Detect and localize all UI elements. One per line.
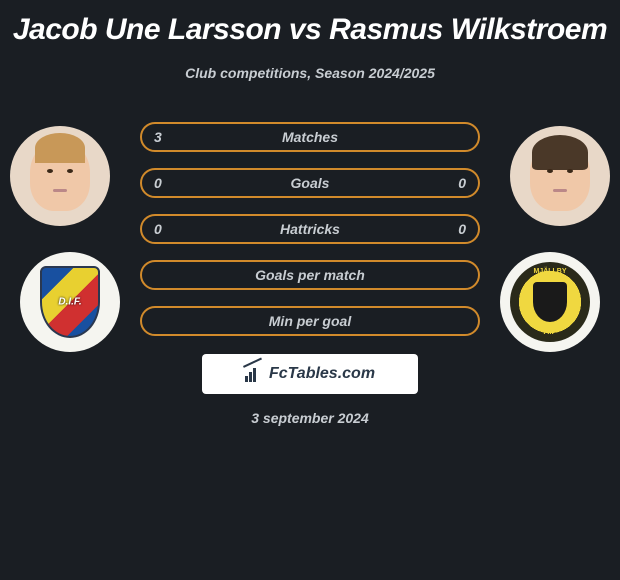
site-name: FcTables.com <box>269 365 375 383</box>
page-title: Jacob Une Larsson vs Rasmus Wilkstroem <box>0 13 620 47</box>
dif-shield-icon <box>40 266 100 338</box>
avatar-head <box>30 141 90 211</box>
stat-label: Goals <box>291 175 330 191</box>
infographic: Jacob Une Larsson vs Rasmus Wilkstroem C… <box>0 0 620 450</box>
avatar-head <box>530 141 590 211</box>
stat-row-goals-per-match: Goals per match <box>140 260 480 290</box>
stat-row-goals: 0 Goals 0 <box>140 168 480 198</box>
site-logo: FcTables.com <box>202 354 418 394</box>
stat-left-value: 3 <box>154 129 162 145</box>
stat-row-hattricks: 0 Hattricks 0 <box>140 214 480 244</box>
date-label: 3 september 2024 <box>0 410 620 426</box>
stats-list: 3 Matches 0 Goals 0 0 Hattricks 0 Goals … <box>140 122 480 352</box>
stat-right-value: 0 <box>458 221 466 237</box>
stat-row-min-per-goal: Min per goal <box>140 306 480 336</box>
stat-label: Matches <box>282 129 338 145</box>
stat-row-matches: 3 Matches <box>140 122 480 152</box>
player-right-photo <box>510 126 610 226</box>
club-badge-left <box>20 252 120 352</box>
chart-icon <box>245 366 263 382</box>
subtitle: Club competitions, Season 2024/2025 <box>0 65 620 81</box>
mjallby-badge-icon <box>510 262 590 342</box>
stat-right-value: 0 <box>458 175 466 191</box>
club-badge-right <box>500 252 600 352</box>
stat-label: Min per goal <box>269 313 351 329</box>
player-left-photo <box>10 126 110 226</box>
stat-left-value: 0 <box>154 175 162 191</box>
stat-left-value: 0 <box>154 221 162 237</box>
stat-label: Hattricks <box>280 221 340 237</box>
stat-label: Goals per match <box>255 267 365 283</box>
